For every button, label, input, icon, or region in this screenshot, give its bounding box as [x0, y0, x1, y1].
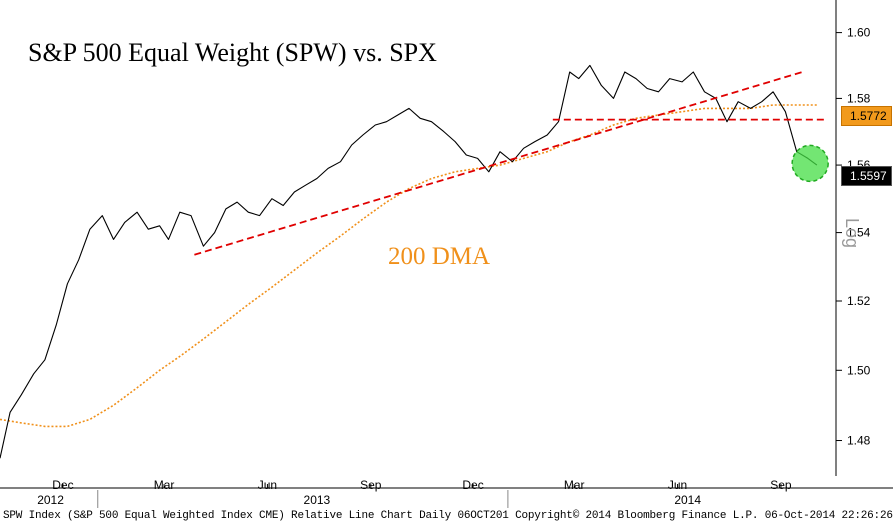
y-tick-label: 1.48 — [847, 434, 871, 448]
x-tick-label: Dec — [52, 478, 73, 492]
x-tick-label: Jun — [668, 478, 687, 492]
y-tick-label: 1.50 — [847, 363, 871, 377]
x-tick-label: Mar — [564, 478, 585, 492]
log-scale-label: Log — [842, 218, 862, 249]
price-series-line — [0, 64, 818, 459]
x-year-label: 2012 — [37, 493, 64, 507]
chart-title: S&P 500 Equal Weight (SPW) vs. SPX — [28, 38, 437, 67]
x-tick-label: Sep — [360, 478, 382, 492]
last-value-tag: 1.5597 — [841, 166, 892, 186]
dma-label: 200 DMA — [388, 243, 491, 270]
y-tick-label: 1.52 — [847, 294, 871, 308]
x-year-label: 2014 — [674, 493, 701, 507]
rising-trendline — [194, 71, 803, 256]
footer-text: SPW Index (S&P 500 Equal Weighted Index … — [3, 510, 893, 522]
x-year-label: 2013 — [304, 493, 331, 507]
x-tick-label: Sep — [770, 478, 792, 492]
x-tick-label: Dec — [462, 478, 483, 492]
y-tick-label: 1.54 — [847, 226, 871, 240]
y-tick-label: 1.58 — [847, 91, 871, 105]
dma-value-tag: 1.5772 — [841, 106, 892, 126]
y-tick-label: 1.60 — [847, 26, 871, 40]
x-tick-label: Mar — [154, 478, 175, 492]
dma-series-line — [0, 104, 817, 428]
breakdown-highlight-circle — [791, 144, 829, 183]
x-tick-label: Jun — [258, 478, 277, 492]
